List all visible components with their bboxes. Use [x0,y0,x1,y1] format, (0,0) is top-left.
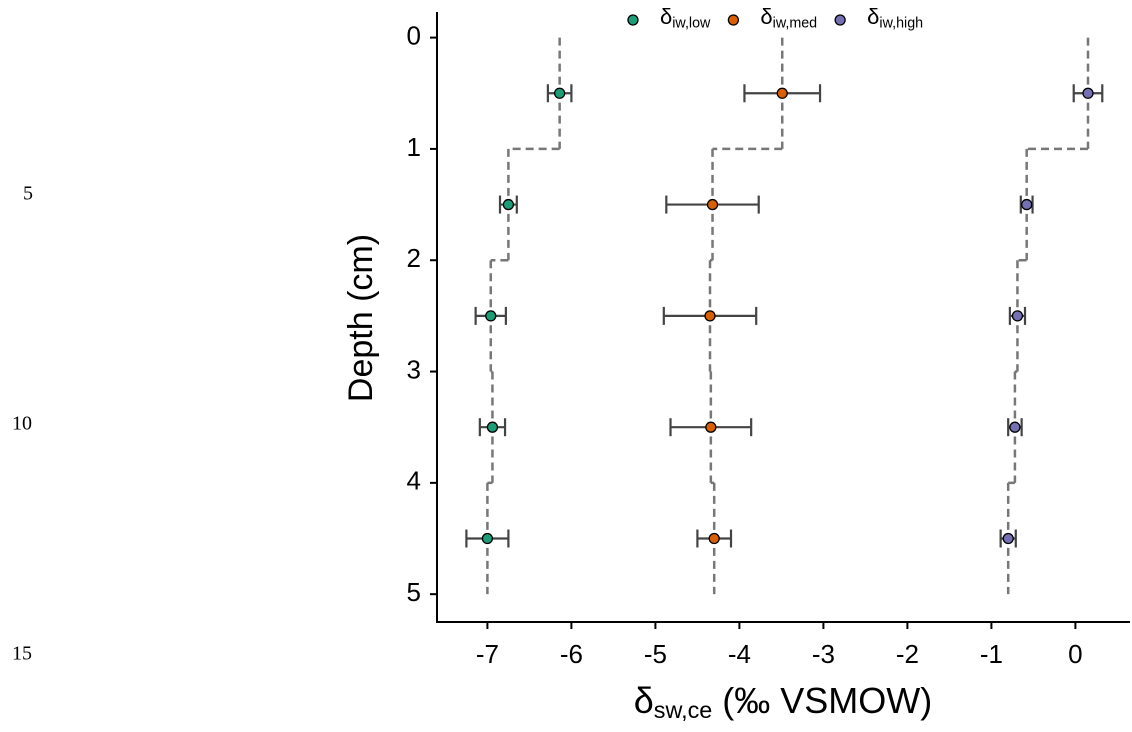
x-axis-label: δsw,ce (‰ VSMOW) [634,680,933,724]
y-tick-label: 3 [407,354,421,384]
point [481,532,494,545]
x-tick-label: -6 [560,639,583,669]
x-tick-label: -3 [812,639,835,669]
legend-marker [834,14,846,26]
x-tick-label: -4 [728,639,751,669]
legend-label: δiw,med [760,4,817,31]
point [706,198,719,211]
point [1011,310,1024,322]
point [1002,532,1014,545]
point [1021,198,1033,211]
legend-marker [727,14,740,26]
y-tick-label: 2 [407,243,421,273]
legend-label: δiw,low [660,4,711,31]
legend-marker [627,14,639,26]
line-number: 10 [12,413,32,435]
point [485,310,497,322]
point [705,421,717,433]
y-tick-label: 1 [407,132,421,162]
point [1009,421,1021,433]
x-tick-label: -2 [896,639,919,669]
x-tick-label: -1 [980,639,1003,669]
y-tick-label: 0 [407,20,421,50]
point [553,87,566,99]
point [502,198,515,211]
point [776,87,788,99]
y-axis-label: Depth (cm) [342,234,380,402]
legend-label: δiw,high [867,4,923,31]
line-number: 5 [23,183,33,205]
y-tick-label: 4 [407,466,421,496]
x-tick-label: 0 [1068,639,1082,669]
point [1082,87,1094,99]
x-tick-label: -5 [644,639,667,669]
point [708,532,720,545]
line-number: 15 [12,643,32,665]
x-tick-label: -7 [476,639,499,669]
point [704,310,716,322]
point [486,421,499,433]
y-tick-label: 5 [407,577,421,607]
